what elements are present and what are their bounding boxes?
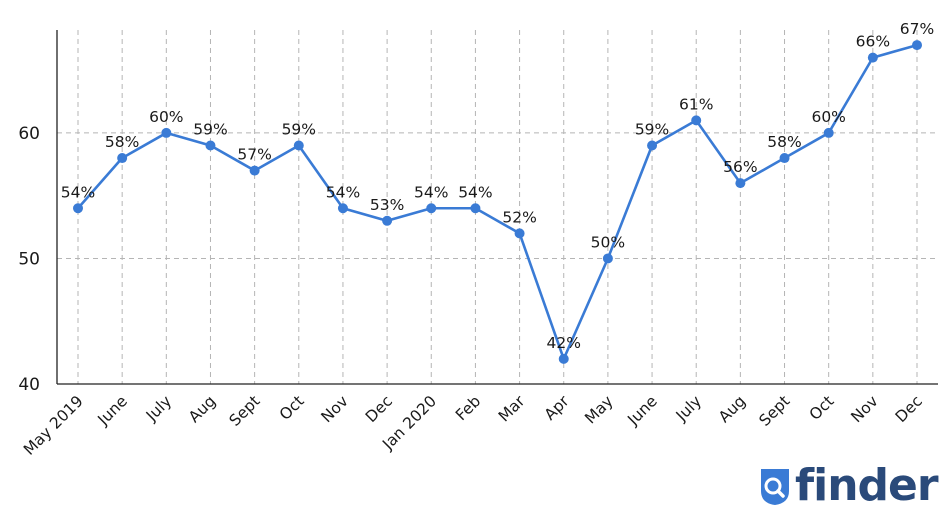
- x-tick-label: Sept: [756, 392, 794, 430]
- x-tick-label: Feb: [452, 392, 484, 424]
- data-point: [470, 203, 481, 214]
- x-tick-label: May 2019: [20, 392, 87, 459]
- data-label: 53%: [370, 196, 404, 214]
- data-point: [73, 203, 83, 214]
- series-line: [77, 43, 918, 361]
- data-point: [823, 127, 834, 138]
- data-point: [691, 115, 702, 126]
- label-layer: 54% 58% 60% 59% 57% 59% 54% 53% 54% 54% 52% 42% 50% 5…: [61, 20, 934, 352]
- data-point: [426, 203, 437, 214]
- data-label: 58%: [767, 133, 801, 151]
- data-point: [779, 153, 790, 164]
- x-tick-label: Dec: [892, 392, 926, 426]
- data-label: 60%: [149, 108, 183, 126]
- data-point: [912, 40, 922, 51]
- x-tick-label: Nov: [848, 392, 882, 426]
- data-label: 54%: [458, 183, 492, 201]
- x-tick-label: Oct: [806, 392, 838, 424]
- data-point: [249, 165, 260, 176]
- data-label: 59%: [282, 120, 316, 138]
- data-label: 42%: [547, 334, 581, 352]
- y-tick-label: 60: [18, 124, 40, 144]
- data-label: 61%: [679, 95, 713, 113]
- data-label: 54%: [61, 183, 95, 201]
- logo-text: finder: [795, 460, 939, 511]
- data-point: [337, 203, 348, 214]
- search-magnifier-icon: [761, 469, 789, 505]
- x-tick-label: May: [581, 392, 616, 427]
- y-tick-label: 50: [18, 249, 40, 269]
- data-label: 52%: [502, 208, 536, 226]
- data-label: 67%: [900, 20, 934, 38]
- data-label: 60%: [811, 108, 845, 126]
- data-label: 56%: [723, 158, 757, 176]
- x-tick-label: June: [624, 392, 661, 429]
- x-tick-label: Sept: [226, 392, 264, 430]
- x-tick-label: Apr: [541, 392, 573, 424]
- data-label: 59%: [193, 120, 227, 138]
- y-tick-label: 40: [18, 375, 40, 395]
- data-label: 57%: [237, 146, 271, 164]
- data-point: [117, 153, 128, 164]
- x-tick-label: Oct: [276, 392, 308, 424]
- data-label: 54%: [326, 183, 360, 201]
- finder-logo: finder: [757, 458, 939, 514]
- grid-layer: [57, 30, 938, 384]
- data-point: [558, 353, 569, 364]
- series-layer: [73, 40, 922, 364]
- data-point: [514, 228, 525, 239]
- data-label: 50%: [591, 233, 625, 251]
- data-label: 59%: [635, 120, 669, 138]
- x-tick-label: Aug: [715, 392, 749, 426]
- data-point: [293, 140, 304, 151]
- data-label: 58%: [105, 133, 139, 151]
- data-point: [602, 253, 613, 264]
- data-point: [735, 178, 746, 189]
- data-point: [382, 215, 393, 226]
- x-tick-label: July: [142, 392, 175, 425]
- x-tick-label: Dec: [362, 392, 396, 426]
- x-tick-label: Aug: [185, 392, 219, 426]
- x-tick-label: July: [672, 392, 705, 425]
- x-tick-label: Nov: [318, 392, 352, 426]
- data-label: 54%: [414, 183, 448, 201]
- x-tick-label: Mar: [495, 392, 529, 426]
- data-point: [867, 52, 878, 63]
- data-label: 66%: [856, 33, 890, 51]
- x-tick-label: June: [94, 392, 131, 429]
- data-point: [205, 140, 216, 151]
- data-point: [161, 127, 172, 138]
- data-point: [647, 140, 658, 151]
